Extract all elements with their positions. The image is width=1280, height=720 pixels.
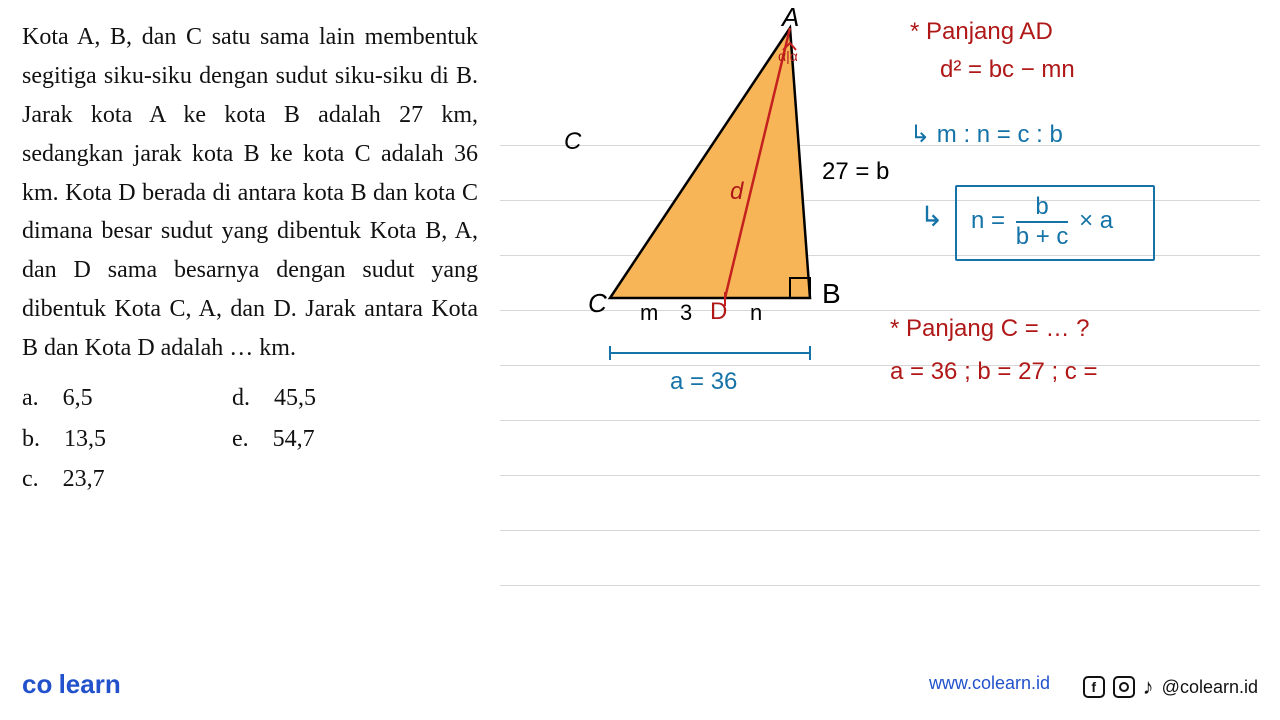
side-b-label: 27 = b bbox=[822, 158, 889, 186]
note-ratio: ↳ m : n = c : b bbox=[910, 120, 1063, 149]
boxed-lhs: n = bbox=[971, 207, 1005, 234]
vertex-b-label: B bbox=[822, 278, 841, 310]
note-title-2: * Panjang C = … ? bbox=[890, 315, 1089, 343]
note-eq-2: a = 36 ; b = 27 ; c = bbox=[890, 358, 1097, 386]
note-eq-1: d² = bc − mn bbox=[940, 56, 1075, 84]
seg-3: 3 bbox=[680, 300, 692, 326]
instagram-icon bbox=[1113, 676, 1135, 698]
triangle-diagram: A B C C m 3 D n d α|α 27 = b a = 36 bbox=[570, 8, 910, 428]
vertex-c-label: C bbox=[588, 288, 607, 319]
social-handle: @colearn.id bbox=[1162, 677, 1258, 698]
point-d: D bbox=[710, 298, 727, 326]
option-c: c. 23,7 bbox=[22, 459, 232, 500]
boxed-formula: n = b b + c × a bbox=[955, 185, 1155, 261]
workspace: A B C C m 3 D n d α|α 27 = b a = 36 * Pa… bbox=[490, 0, 1280, 640]
brand-logo: co learn bbox=[22, 669, 121, 700]
tiktok-icon: ♪ bbox=[1143, 674, 1154, 700]
bisector-d: d bbox=[730, 178, 743, 206]
arrow-2: ↳ bbox=[920, 200, 943, 233]
triangle-svg bbox=[570, 8, 910, 428]
boxed-bot: b + c bbox=[1016, 223, 1069, 249]
facebook-icon: f bbox=[1083, 676, 1105, 698]
side-c-label: C bbox=[564, 128, 581, 156]
option-d: d. 45,5 bbox=[232, 378, 442, 419]
problem-body: Kota A, B, dan C satu sama lain membentu… bbox=[22, 18, 478, 368]
vertex-a-label: A bbox=[782, 2, 799, 33]
angle-marks: α|α bbox=[778, 48, 798, 64]
seg-m: m bbox=[640, 300, 658, 326]
social-icons: f ♪ @colearn.id bbox=[1083, 674, 1258, 700]
option-a: a. 6,5 bbox=[22, 378, 232, 419]
answer-options: a. 6,5 d. 45,5 b. 13,5 e. 54,7 c. 23,7 bbox=[22, 378, 478, 500]
base-a-label: a = 36 bbox=[670, 368, 737, 396]
note-title-1: * Panjang AD bbox=[910, 18, 1053, 46]
boxed-rhs: × a bbox=[1079, 207, 1113, 234]
seg-n: n bbox=[750, 300, 762, 326]
boxed-top: b bbox=[1016, 195, 1069, 223]
footer-url: www.colearn.id bbox=[929, 673, 1050, 694]
option-b: b. 13,5 bbox=[22, 419, 232, 460]
problem-text: Kota A, B, dan C satu sama lain membentu… bbox=[0, 0, 490, 640]
option-e: e. 54,7 bbox=[232, 419, 442, 460]
